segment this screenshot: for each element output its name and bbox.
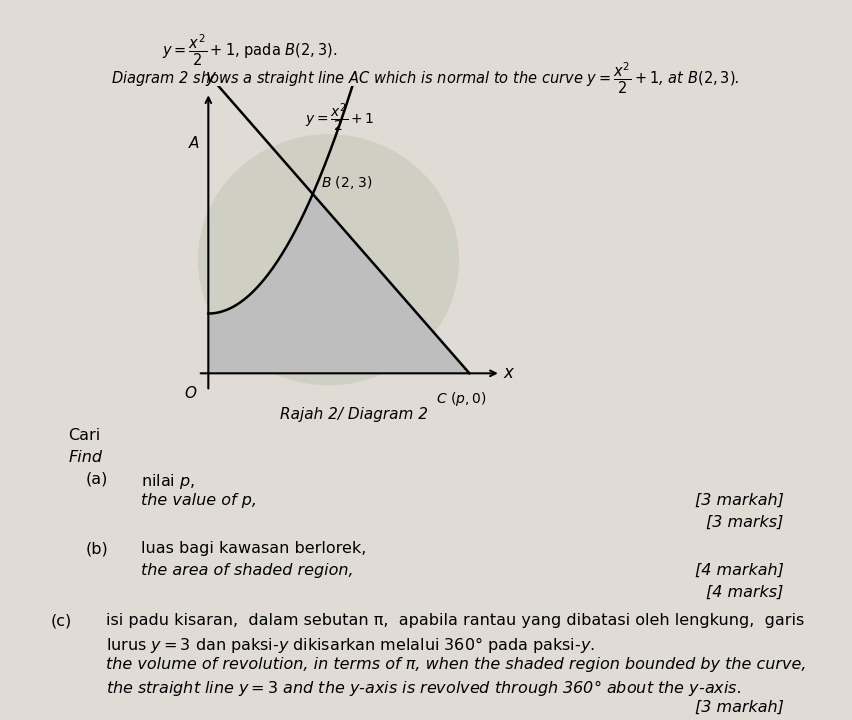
- Text: the straight line $y = 3$ and the $y$-axis is revolved through 360° about the $y: the straight line $y = 3$ and the $y$-ax…: [106, 678, 741, 698]
- Text: $O$: $O$: [185, 385, 198, 401]
- Text: [3 marks]: [3 marks]: [706, 515, 784, 530]
- Text: [3 markah]: [3 markah]: [695, 700, 784, 715]
- Text: Cari: Cari: [68, 428, 101, 444]
- Text: Rajah 2/ Diagram 2: Rajah 2/ Diagram 2: [279, 407, 428, 422]
- Text: Diagram 2 shows a straight line AC which is normal to the curve $y = \dfrac{x^2}: Diagram 2 shows a straight line AC which…: [111, 61, 740, 96]
- Text: the area of shaded region,: the area of shaded region,: [141, 563, 354, 578]
- Text: (c): (c): [51, 613, 72, 629]
- Text: $B$ (2, 3): $B$ (2, 3): [320, 174, 372, 191]
- Text: $y$: $y$: [204, 70, 217, 88]
- Text: $y = \dfrac{x^2}{2} + 1$: $y = \dfrac{x^2}{2} + 1$: [305, 102, 374, 134]
- Text: $A$: $A$: [188, 135, 200, 151]
- Text: $x$: $x$: [504, 364, 515, 382]
- Ellipse shape: [198, 134, 459, 385]
- Text: the value of p,: the value of p,: [141, 493, 256, 508]
- Text: [4 marks]: [4 marks]: [706, 585, 784, 600]
- Text: nilai $p$,: nilai $p$,: [141, 472, 194, 490]
- Text: [3 markah]: [3 markah]: [695, 493, 784, 508]
- Text: $C$ $(p, 0)$: $C$ $(p, 0)$: [436, 390, 486, 408]
- Text: lurus $y = 3$ dan paksi-$y$ dikisarkan melalui 360° pada paksi-$y$.: lurus $y = 3$ dan paksi-$y$ dikisarkan m…: [106, 635, 596, 655]
- Text: (b): (b): [85, 541, 108, 557]
- Text: isi padu kisaran,  dalam sebutan π,  apabila rantau yang dibatasi oleh lengkung,: isi padu kisaran, dalam sebutan π, apabi…: [106, 613, 805, 629]
- Polygon shape: [209, 194, 469, 373]
- Text: luas bagi kawasan berlorek,: luas bagi kawasan berlorek,: [141, 541, 366, 557]
- Text: $y = \dfrac{x^2}{2} + 1$, pada $B(2, 3)$.: $y = \dfrac{x^2}{2} + 1$, pada $B(2, 3)$…: [162, 32, 337, 68]
- Text: (a): (a): [85, 472, 107, 487]
- Text: [4 markah]: [4 markah]: [695, 563, 784, 578]
- Text: the volume of revolution, in terms of π, when the shaded region bounded by the c: the volume of revolution, in terms of π,…: [106, 657, 807, 672]
- Text: Find: Find: [68, 450, 102, 465]
